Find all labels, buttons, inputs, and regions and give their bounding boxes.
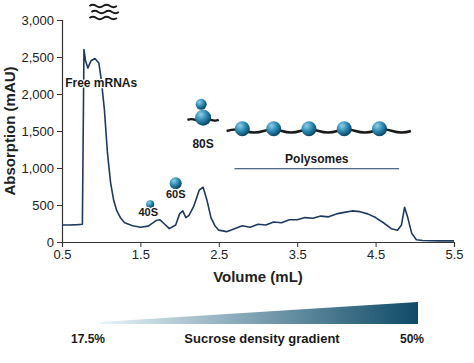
tick: 3.5 (289, 242, 307, 262)
y-axis-title: Absorption (mAU) (1, 66, 18, 195)
plot-area: 0.5 1.5 2.5 3.5 4.5 5.5 0 500 1,000 1,500 2,000 2,5… (21, 13, 463, 263)
tick: 0.5 (53, 242, 71, 262)
tick: 500 (32, 198, 62, 213)
tick: 1,500 (21, 124, 62, 139)
annotation: Sucrose density gradient (184, 331, 340, 346)
tick: 1.5 (132, 242, 150, 262)
tick: 1,000 (21, 161, 62, 176)
tick-label: 3,000 (21, 13, 54, 28)
tick: 3,000 (21, 13, 62, 28)
ribosome-icon (301, 121, 316, 136)
line (62, 50, 454, 241)
tick-label: 4.5 (367, 247, 385, 262)
tick-mark (57, 20, 62, 21)
ribosome-icon (266, 121, 281, 136)
tick-label: 1,000 (21, 161, 54, 176)
tick-label: 500 (32, 198, 54, 213)
tick: 5.5 (445, 242, 463, 262)
tick-label: 0 (47, 235, 54, 250)
y-axis: 0 500 1,000 1,500 2,000 2,500 3,000 (21, 13, 62, 250)
tick: 2.5 (210, 242, 228, 262)
annotation: 17.5% (71, 332, 105, 346)
ribosome-icon (235, 121, 250, 136)
annotation: 40S (138, 206, 158, 218)
tick-mark (57, 57, 62, 58)
ribosome-icon (195, 110, 211, 126)
tick: 2,000 (21, 87, 62, 102)
tick-label: 1,500 (21, 124, 54, 139)
ribosome-icon (372, 121, 387, 136)
tick-label: 0.5 (53, 247, 71, 262)
tick-label: 2,000 (21, 87, 54, 102)
annotation: Polysomes (285, 152, 349, 166)
tick-label: 3.5 (289, 247, 307, 262)
tick-mark (57, 131, 62, 132)
axis-line (63, 243, 455, 248)
tick-mark (57, 168, 62, 169)
mrna-icon (89, 17, 116, 20)
chart: 0.5 1.5 2.5 3.5 4.5 5.5 0 500 1,000 1,500 2,000 2,5… (0, 0, 474, 363)
ribosome-icon (337, 121, 352, 136)
annotation: 50% (400, 332, 424, 346)
tick-label: 2.5 (210, 247, 228, 262)
annotation: Free mRNAs (65, 76, 137, 90)
mrna-icon (89, 5, 116, 8)
tick-label: 2,500 (21, 50, 54, 65)
series-group (62, 50, 454, 241)
tick-label: 1.5 (132, 247, 150, 262)
tick-label: 5.5 (445, 247, 463, 262)
polysome-bracket (234, 168, 399, 169)
icons (89, 5, 418, 324)
x-axis: 0.5 1.5 2.5 3.5 4.5 5.5 (53, 242, 463, 262)
axis-line (57, 21, 63, 243)
annotation: 60S (166, 188, 186, 200)
gradient-wedge (100, 302, 418, 324)
tick-mark (57, 205, 62, 206)
tick: 2,500 (21, 50, 62, 65)
annotations: Free mRNAs 40S 60S 80S Polysomes 17.5% Sucrose… (65, 76, 424, 346)
mrna-icon (91, 11, 118, 14)
annotation: 80S (192, 137, 213, 151)
tick-mark (57, 242, 62, 243)
tick: 0 (47, 235, 62, 250)
x-axis-title: Volume (mL) (213, 268, 303, 285)
ribosome-icon (196, 99, 207, 110)
tick: 4.5 (367, 242, 385, 262)
tick-mark (57, 94, 62, 95)
